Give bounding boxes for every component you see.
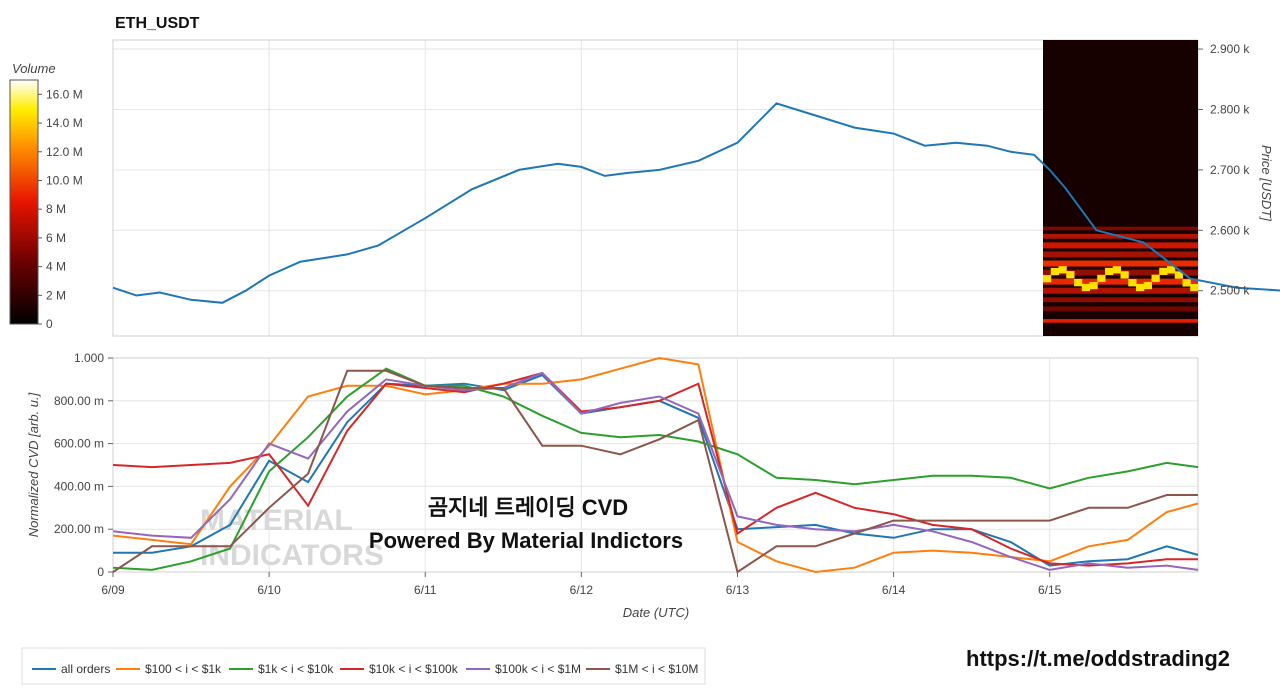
heatmap-band — [1043, 278, 1198, 285]
heatmap-hot-cell — [1136, 283, 1145, 292]
cvd-tick-label: 400.00 m — [54, 479, 104, 493]
price-tick-label: 2.800 k — [1210, 102, 1250, 116]
heatmap-hot-cell — [1174, 271, 1183, 279]
price-panel: 2.500 k 2.600 k 2.700 k 2.800 k 2.900 k Pric… — [112, 39, 1280, 337]
watermark-line2: INDICATORS — [200, 539, 384, 572]
heatmap-hot-cell — [1097, 274, 1106, 283]
heatmap-band — [1043, 297, 1198, 303]
cvd-line-s1m_10m — [112, 369, 1198, 574]
price-axis-label: Price [USDT] — [1259, 145, 1274, 221]
cvd-line-s100k_1m — [112, 371, 1199, 571]
price-tick-label: 2.900 k — [1210, 42, 1250, 56]
legend-label-s1k_10k: $1k < i < $10k — [258, 662, 334, 676]
legend-box — [21, 647, 706, 685]
heatmap-hot-cell — [1190, 283, 1199, 292]
heatmap-hot-cell — [1120, 271, 1129, 279]
watermark: MATERIAL INDICATORS — [200, 504, 384, 572]
cvd-tick-label: 0 — [97, 565, 104, 579]
cvd-line-s10k_100k — [112, 371, 1198, 567]
overlay-subtitle: Powered By Material Indictors — [369, 528, 683, 553]
legend-label-s1m_10m: $1M < i < $10M — [615, 662, 698, 676]
colorbar-gradient — [9, 79, 39, 325]
price-tick-label: 2.600 k — [1210, 223, 1250, 237]
heatmap-band — [1043, 260, 1198, 267]
watermark-line1: MATERIAL — [200, 504, 353, 537]
heatmap-hot-cell — [1112, 266, 1121, 274]
heatmap-hot-cell — [1128, 279, 1137, 287]
colorbar-tick-label: 14.0 M — [46, 116, 83, 130]
heatmap-band — [1043, 319, 1198, 323]
legend: all orders $100 < i < $1k $1k < i < $10k $1… — [21, 647, 706, 685]
colorbar-tick-label: 0 — [46, 317, 53, 331]
heatmap-hot-cell — [1105, 267, 1114, 276]
heatmap-band — [1043, 306, 1198, 312]
colorbar-tick-label: 8 M — [46, 202, 66, 216]
heatmap-hot-cell — [1089, 281, 1098, 290]
heatmap-band — [1043, 287, 1198, 294]
x-tick-label: 6/09 — [101, 583, 125, 597]
x-tick-label: 6/15 — [1038, 583, 1062, 597]
heatmap-hot-cell — [1159, 267, 1168, 275]
price-tick-label: 2.500 k — [1210, 284, 1250, 298]
price-panel-frame — [112, 39, 1199, 337]
colorbar-tick-label: 16.0 M — [46, 87, 83, 101]
price-tick-label: 2.700 k — [1210, 163, 1250, 177]
legend-label-all_orders: all orders — [61, 662, 110, 676]
colorbar-tick-label: 12.0 M — [46, 145, 83, 159]
heatmap-hot-cell — [1081, 283, 1090, 292]
heatmap-hot-cell — [1043, 274, 1052, 283]
legend-label-s10k_100k: $10k < i < $100k — [369, 662, 459, 676]
cvd-panel: MATERIAL INDICATORS 0 200.00 m 400.00 m 600… — [26, 351, 1199, 620]
heatmap-background — [1043, 40, 1198, 336]
colorbar-tick-label: 10.0 M — [46, 173, 83, 187]
colorbar-tick-label: 2 M — [46, 288, 66, 302]
x-axis-label: Date (UTC) — [623, 605, 689, 620]
cvd-tick-label: 800.00 m — [54, 394, 104, 408]
cvd-line-s1k_10k — [112, 367, 1199, 571]
volume-colorbar: Volume 16.0 M 14.0 M 12.0 M 10.0 M 8 M 6 M 4 M… — [9, 61, 83, 331]
cvd-tick-label: 1.000 — [74, 351, 104, 365]
heatmap-hot-cell — [1074, 278, 1083, 287]
x-tick-label: 6/14 — [882, 583, 906, 597]
heatmap-hot-cell — [1143, 281, 1152, 290]
cvd-tick-label: 600.00 m — [54, 437, 104, 451]
heatmap-hot-cell — [1050, 267, 1059, 276]
colorbar-tick-label: 4 M — [46, 260, 66, 274]
chart-title: ETH_USDT — [115, 15, 200, 32]
telegram-link[interactable]: https://t.me/oddstrading2 — [966, 646, 1230, 671]
legend-label-s100k_1m: $100k < i < $1M — [495, 662, 581, 676]
colorbar-label: Volume — [12, 61, 56, 76]
heatmap-band — [1043, 251, 1198, 258]
x-tick-label: 6/12 — [570, 583, 594, 597]
heatmap-hot-cell — [1066, 271, 1075, 279]
cvd-axis-label: Normalized CVD [arb. u.] — [26, 392, 41, 537]
x-tick-label: 6/13 — [726, 583, 750, 597]
heatmap-band — [1043, 226, 1198, 231]
legend-label-s100_1k: $100 < i < $1k — [145, 662, 222, 676]
overlay-title: 곰지네 트레이딩 CVD — [428, 495, 628, 520]
cvd-line-s100_1k — [112, 356, 1199, 574]
heatmap-hot-cell — [1151, 274, 1160, 282]
heatmap-hot-cell — [1167, 266, 1176, 274]
heatmap-band — [1043, 242, 1198, 249]
price-line — [112, 102, 1280, 304]
x-tick-label: 6/11 — [414, 583, 437, 597]
x-tick-label: 6/10 — [257, 583, 281, 597]
colorbar-tick-label: 6 M — [46, 231, 66, 245]
cvd-tick-label: 200.00 m — [54, 522, 104, 536]
heatmap-hot-cell — [1182, 279, 1191, 287]
heatmap-hot-cell — [1058, 266, 1067, 274]
